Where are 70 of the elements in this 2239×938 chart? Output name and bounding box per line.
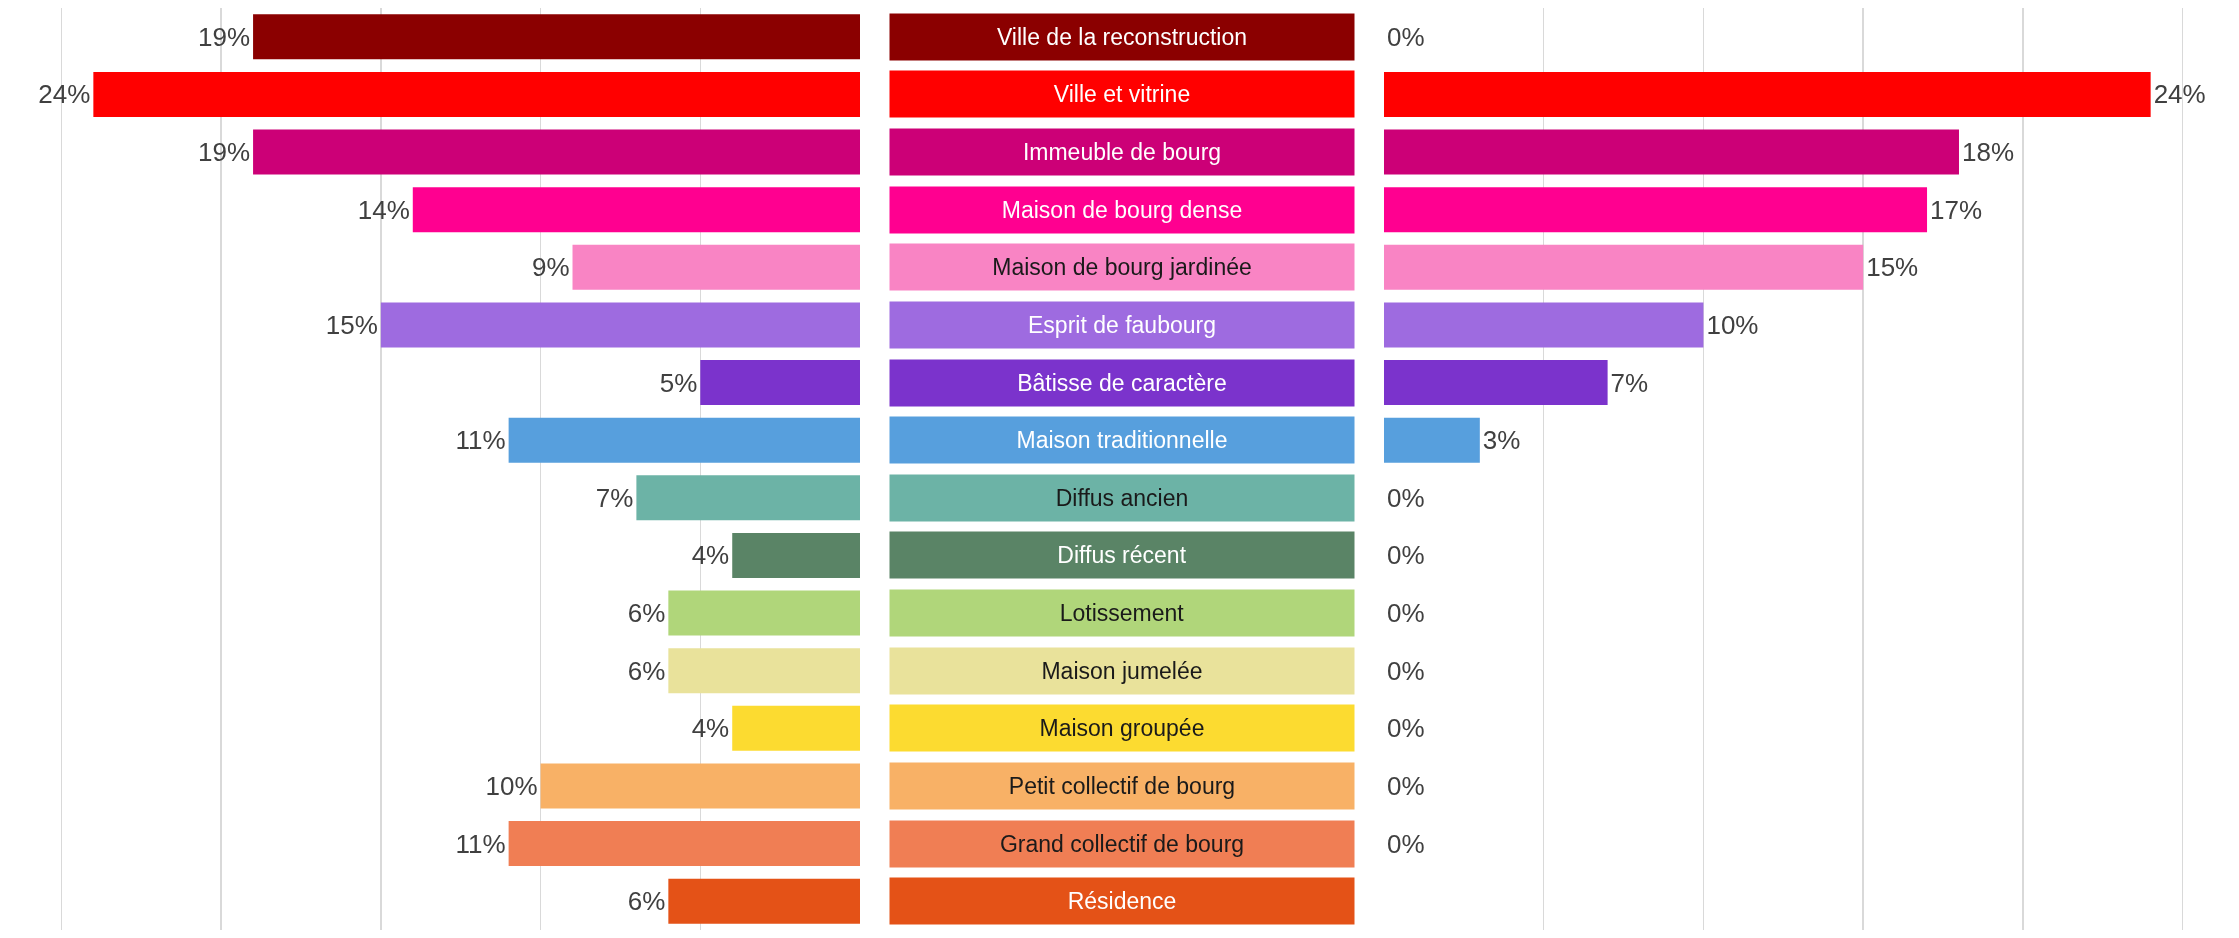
bar: [1384, 187, 1928, 233]
y-tick-label: Maison de bourg dense: [1001, 197, 1243, 223]
y-tick-label: Ville et vitrine: [1053, 81, 1191, 107]
y-tick-label: Diffus ancien: [1055, 485, 1189, 511]
data-label: 0%: [1387, 598, 1425, 629]
bar: [1384, 360, 1608, 406]
data-label: 9%: [531, 252, 570, 283]
bar: [700, 360, 860, 406]
data-label: 11%: [455, 425, 506, 456]
data-label: 4%: [691, 540, 730, 571]
y-tick-label: Immeuble de bourg: [1022, 139, 1222, 165]
bar: [1384, 244, 1864, 290]
data-label: 0%: [1387, 770, 1425, 801]
bar: [668, 878, 860, 924]
bar: [412, 187, 860, 233]
data-label: 7%: [595, 482, 634, 513]
bar: [253, 129, 860, 175]
data-label: 5%: [659, 367, 698, 398]
data-label: 6%: [627, 886, 666, 917]
bar: [732, 705, 860, 751]
y-tick-label: Lotissement: [1059, 600, 1185, 626]
bar: [253, 14, 860, 60]
data-label: 19%: [198, 21, 251, 52]
data-label: 19%: [198, 137, 251, 168]
bar: [636, 475, 860, 521]
data-label: 6%: [627, 598, 666, 629]
bar: [508, 821, 860, 867]
data-label: 15%: [325, 309, 378, 340]
data-label: 0%: [1387, 21, 1425, 52]
data-label: 4%: [691, 713, 730, 744]
bar: [1384, 302, 1704, 348]
data-label: 6%: [627, 655, 666, 686]
data-label: 0%: [1387, 828, 1425, 859]
bar: [572, 244, 860, 290]
data-label: 24%: [38, 79, 91, 110]
y-tick-label: Ville de la reconstruction: [996, 24, 1248, 50]
y-tick-label: Maison groupée: [1039, 715, 1205, 741]
data-label: 24%: [2153, 79, 2206, 110]
bar: [1384, 71, 2151, 117]
bar: [1384, 417, 1480, 463]
y-tick-label: Diffus récent: [1057, 542, 1187, 568]
y-tick-label: Petit collectif de bourg: [1008, 773, 1236, 799]
bar: [93, 71, 860, 117]
bar: [732, 532, 860, 578]
data-label: 3%: [1482, 425, 1521, 456]
y-tick-label: Maison jumelée: [1041, 658, 1203, 684]
bar: [668, 590, 860, 636]
data-label: 7%: [1610, 367, 1649, 398]
bar: [508, 417, 860, 463]
data-label: 0%: [1387, 540, 1425, 571]
bar: [380, 302, 860, 348]
y-tick-label: Maison traditionnelle: [1016, 427, 1228, 453]
bar: [540, 763, 860, 809]
data-label: 0%: [1387, 482, 1425, 513]
data-label: 18%: [1961, 137, 2015, 168]
data-label: 0%: [1387, 655, 1425, 686]
data-label: 17%: [1930, 194, 1983, 225]
bar: [668, 648, 860, 694]
y-tick-label: Esprit de faubourg: [1028, 312, 1216, 338]
bar: [1384, 129, 1959, 175]
y-tick-label: Grand collectif de bourg: [999, 831, 1245, 857]
y-tick-label: Maison de bourg jardinée: [992, 254, 1252, 280]
data-label: 14%: [357, 194, 410, 225]
y-tick-label: Bâtisse de caractère: [1017, 370, 1227, 396]
data-label: 11%: [455, 828, 506, 859]
data-label: 10%: [485, 770, 538, 801]
y-tick-label: Résidence: [1067, 888, 1177, 914]
data-label: 0%: [1387, 713, 1425, 744]
data-label: 15%: [1866, 252, 1919, 283]
data-label: 10%: [1706, 309, 1759, 340]
